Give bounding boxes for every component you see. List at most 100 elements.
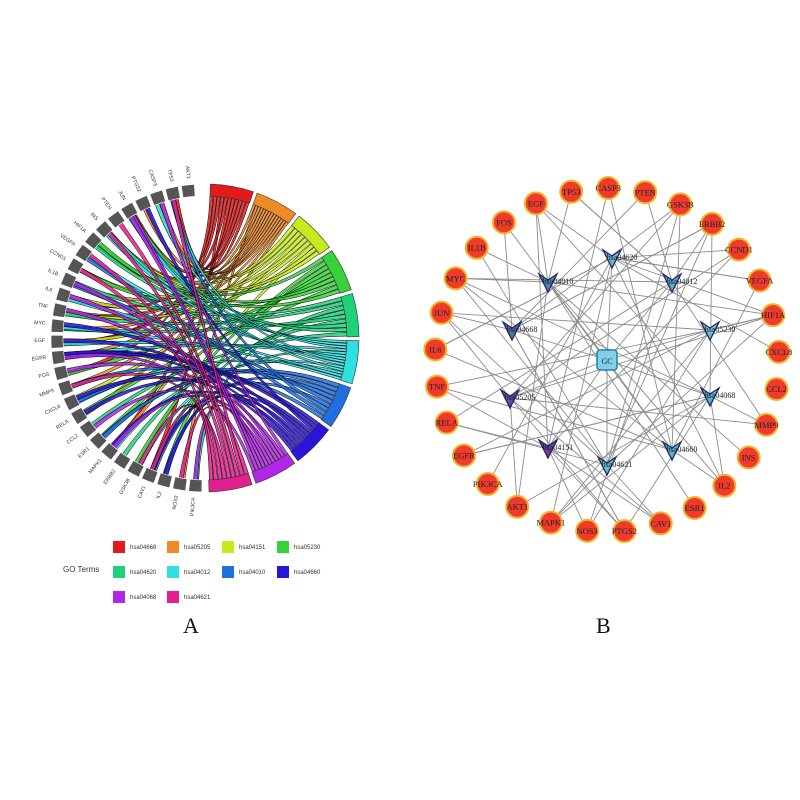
gene-label: PTEN	[99, 196, 112, 211]
network-edge	[547, 447, 661, 524]
term-arc	[340, 293, 360, 338]
pathway-node: hsa04151	[537, 438, 573, 460]
legend-label: hsa04068	[130, 595, 157, 601]
gene-node-circle	[423, 337, 448, 362]
gene-label: INS	[89, 212, 100, 223]
pathway-node-label: hsa04012	[667, 277, 698, 286]
network-edge	[535, 203, 549, 283]
gene-node-label: GSK3B	[667, 199, 694, 209]
gene-label: EGFR	[32, 355, 47, 363]
gene-node-label: ERBB2	[699, 219, 725, 229]
network-edge	[607, 187, 673, 451]
legend-swatch	[277, 566, 289, 578]
gene-node-circle	[726, 237, 751, 262]
gene-label: ERBB2	[103, 468, 118, 486]
gene-node: CCL2	[764, 377, 789, 402]
gene-label: TNF	[38, 302, 49, 310]
legend-label: hsa04151	[239, 545, 266, 551]
gene-node: PIK3CA	[473, 472, 504, 497]
gene-node-circle	[491, 210, 516, 235]
pathway-node-shape	[537, 438, 559, 460]
gene-segment	[149, 189, 166, 206]
pathway-node-shape	[499, 388, 521, 410]
gene-node-label: TNF	[429, 382, 445, 392]
gene-node: CCND1	[725, 237, 753, 262]
gene-node: CAV1	[648, 511, 673, 536]
network-edge	[547, 187, 609, 449]
pathway-node-label: hsa04621	[602, 460, 633, 469]
network-edge	[611, 257, 760, 281]
gene-node-label: NOS3	[577, 526, 598, 536]
gene-node-circle	[712, 473, 737, 498]
network-edge	[606, 314, 774, 466]
pathway-node: hsa04660	[661, 440, 697, 462]
network-edge	[550, 329, 711, 523]
gene-node: PTEN	[633, 180, 658, 205]
term-arc	[290, 422, 330, 462]
network-edge	[606, 464, 662, 524]
gene-node: TP53	[559, 179, 584, 204]
pathway-node: hsa04068	[699, 386, 735, 408]
pathway-nodes: hsa04620 hsa04010 hsa04012 hsa05230 hsa04068…	[499, 248, 735, 477]
legend-label: hsa04668	[130, 545, 157, 551]
gene-node-label: EGFR	[453, 450, 475, 460]
chord-links	[62, 195, 348, 481]
gene-label: ESR1	[77, 446, 91, 460]
network-edge	[550, 257, 613, 523]
gene-node-label: HIF1A	[761, 310, 786, 320]
legend-label: hsa04012	[184, 570, 211, 576]
gene-node-label: CXCL8	[765, 347, 792, 357]
gene-segment	[180, 184, 196, 199]
gene-segment	[63, 393, 81, 411]
gene-label: PTGS2	[129, 175, 142, 193]
pathway-node-label: hsa04668	[507, 325, 538, 334]
gene-node-label: IL2	[718, 481, 730, 491]
pathway-node-label: hsa04010	[543, 277, 574, 286]
gene-node-label: IL1B	[468, 243, 486, 253]
gene-node-circle	[764, 377, 789, 402]
gene-label: MYC	[34, 320, 46, 327]
legend-label: hsa05230	[294, 545, 321, 551]
gene-node: EGF	[523, 191, 548, 216]
gene-segments	[50, 184, 203, 493]
network-edge	[455, 278, 608, 466]
network-edge	[535, 203, 549, 449]
network-edge	[446, 422, 549, 449]
pathway-node: hsa04010	[537, 272, 574, 294]
gene-node: FOS	[491, 210, 516, 235]
network-edge	[517, 395, 711, 508]
legend-swatch	[113, 566, 125, 578]
legend-label: hsa05205	[184, 545, 211, 551]
legend-swatch	[277, 541, 289, 553]
gene-node-circle	[575, 518, 600, 543]
pathway-node-shape	[596, 455, 618, 477]
chord-diagram-panel: AKT1TP53CASP3PTGS2JUNPTENINSHIF1AVEGFACC…	[32, 166, 360, 638]
gene-node-label: AKT1	[506, 502, 528, 512]
gene-segment	[120, 201, 139, 220]
gene-node: IL6	[423, 337, 448, 362]
gene-node: TNF	[425, 374, 450, 399]
gene-nodes: TP53 CASP3 PTEN GSK3B ERBB2 CCND1 VEGFA HIF1A CX…	[423, 176, 792, 544]
gene-node-label: CAV1	[650, 518, 671, 528]
pathway-node: hsa04621	[596, 455, 633, 477]
gene-node-label: EGF	[528, 198, 544, 208]
network-edge	[611, 249, 739, 259]
term-arc	[340, 340, 360, 385]
gene-node-circle	[523, 191, 548, 216]
network-edge	[509, 397, 625, 532]
network-edge	[709, 395, 725, 486]
pathway-node: hsa04668	[501, 320, 538, 342]
network-edge	[511, 329, 608, 361]
gene-node: CASP3	[595, 176, 621, 201]
network-edge	[463, 395, 711, 456]
gene-node: CXCL8	[765, 339, 792, 364]
network-panel: TP53 CASP3 PTEN GSK3B ERBB2 CCND1 VEGFA HIF1A CX…	[423, 176, 792, 638]
gene-node: MYC	[443, 266, 468, 291]
pathway-node-shape	[501, 320, 523, 342]
gene-node-label: IL6	[429, 344, 441, 354]
legend-swatch	[113, 591, 125, 603]
legend-label: hsa04660	[294, 570, 321, 576]
gene-node-label: MMP9	[754, 420, 778, 430]
gene-segment	[100, 442, 119, 461]
